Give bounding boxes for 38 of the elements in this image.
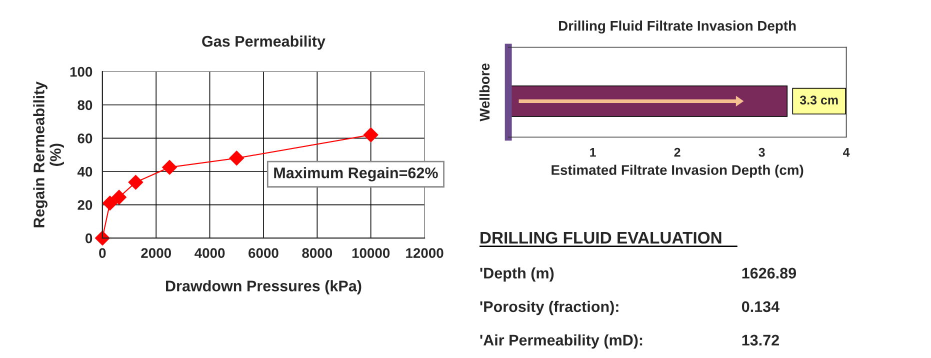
y-tick-label: 100 xyxy=(70,66,92,77)
chart-title: Drilling Fluid Filtrate Invasion Depth xyxy=(559,20,796,34)
x-tick-label: 2 xyxy=(674,148,680,157)
point xyxy=(363,127,378,142)
text: 1626.89 xyxy=(742,268,796,279)
x-tick-label: 4 xyxy=(842,148,850,157)
y-tick-label: 60 xyxy=(78,134,92,144)
y-tick-label: 80 xyxy=(78,100,92,110)
y-axis-title: Regain Rermeability (%) xyxy=(33,81,64,228)
chart-title: Gas Permeability xyxy=(202,36,326,50)
text: 0.134 xyxy=(742,301,780,312)
point xyxy=(128,174,144,190)
x-axis-title: Drawdown Pressures (kPa) xyxy=(166,280,362,294)
data-label: 3.3 cm xyxy=(800,96,838,105)
point xyxy=(229,150,244,166)
text: DRILLING FLUID EVALUATION xyxy=(480,232,722,244)
x-tick-label: 8000 xyxy=(302,248,332,258)
x-tick-label: 2000 xyxy=(141,248,171,258)
point xyxy=(112,190,126,205)
x-tick-label: 4000 xyxy=(194,248,225,258)
x-tick-label: 3 xyxy=(758,148,765,157)
x-axis-title: Estimated Filtrate Invasion Depth (cm) xyxy=(552,164,804,178)
x-tick-label: 0 xyxy=(99,248,106,258)
point xyxy=(102,196,118,211)
x-tick-label: 1 xyxy=(590,148,596,157)
x-tick-label: 6000 xyxy=(248,248,278,258)
x-tick-label: 10000 xyxy=(352,248,390,258)
y-axis-title: Wellbore xyxy=(479,63,490,122)
annotation: Maximum Regain=62% xyxy=(274,167,438,182)
text: 'Porosity (fraction): xyxy=(480,300,618,316)
text: 'Air Permeability (mD): xyxy=(480,334,642,349)
y-tick-label: 20 xyxy=(78,200,92,210)
y-tick-label: 40 xyxy=(77,166,92,177)
text: 'Depth (m) xyxy=(480,267,554,282)
y-tick-label: 0 xyxy=(86,233,92,244)
x-tick-label: 12000 xyxy=(406,248,444,258)
text: 13.72 xyxy=(742,334,779,346)
point xyxy=(162,160,177,175)
